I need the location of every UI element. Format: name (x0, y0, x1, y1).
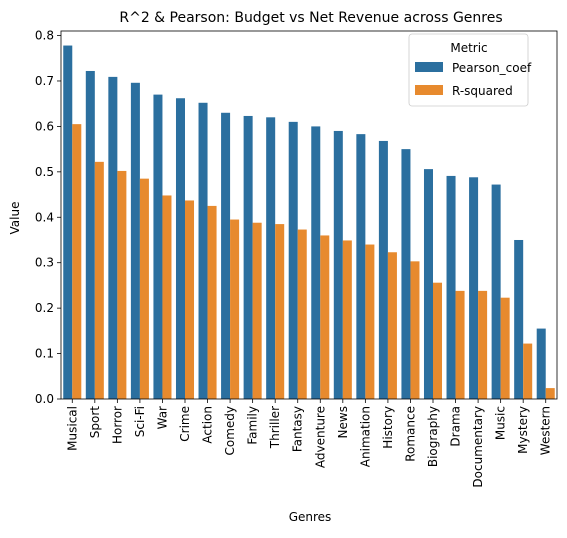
x-tick-label: War (155, 406, 169, 429)
bar-pearson-coef-crime (175, 98, 185, 400)
bar-r-squared-news (342, 240, 352, 399)
x-tick-label: Sci-Fi (133, 406, 147, 437)
x-tick-label: Comedy (223, 406, 237, 456)
y-tick-label: 0.5 (35, 165, 54, 179)
bar-r-squared-musical (72, 124, 82, 399)
bar-pearson-coef-biography (423, 169, 433, 399)
bar-pearson-coef-history (378, 140, 388, 399)
x-tick-label: Biography (426, 406, 440, 467)
x-tick-label: Thriller (268, 406, 282, 449)
bar-pearson-coef-news (333, 130, 343, 399)
bar-pearson-coef-adventure (311, 126, 321, 399)
x-tick-label: Music (494, 406, 508, 440)
bar-r-squared-family (252, 222, 262, 399)
bar-r-squared-adventure (320, 235, 330, 399)
bar-pearson-coef-documentary (469, 177, 479, 399)
x-axis: Musical Sport Horror Sci-Fi War Crime Action Co… (65, 399, 553, 488)
bar-r-squared-crime (185, 200, 195, 399)
y-axis-title: Value (8, 202, 22, 235)
bar-pearson-coef-war (153, 94, 163, 400)
bar-r-squared-biography (433, 282, 443, 399)
x-axis-title: Genres (289, 510, 332, 524)
bar-pearson-coef-musical (63, 45, 73, 400)
x-tick-label: Animation (358, 406, 372, 467)
bar-r-squared-history (387, 252, 397, 399)
bar-pearson-coef-family (243, 115, 253, 400)
bar-r-squared-action (207, 205, 217, 399)
x-tick-label: Horror (110, 406, 124, 444)
x-tick-label: Drama (449, 406, 463, 447)
x-tick-label: History (381, 406, 395, 449)
chart-title: R^2 & Pearson: Budget vs Net Revenue acr… (119, 10, 502, 26)
bar-r-squared-sci-fi (139, 178, 149, 399)
legend-swatch-rsquared (415, 85, 443, 95)
bar-pearson-coef-action (198, 102, 208, 399)
bar-pearson-coef-music (491, 184, 501, 399)
legend-label-rsquared: R-squared (452, 84, 513, 98)
bar-r-squared-drama (455, 290, 465, 399)
y-tick-label: 0.2 (35, 301, 54, 315)
x-tick-label: Action (201, 406, 215, 444)
legend-label-pearson: Pearson_coef (452, 61, 532, 75)
x-tick-label: Family (246, 406, 260, 445)
bar-pearson-coef-sci-fi (130, 82, 140, 399)
bar-r-squared-thriller (275, 224, 285, 399)
bar-pearson-coef-comedy (221, 112, 231, 400)
x-tick-label: Western (539, 406, 553, 455)
bars-layer (63, 45, 555, 400)
bar-r-squared-romance (410, 261, 420, 399)
y-tick-label: 0.7 (35, 74, 54, 88)
y-tick-label: 0.8 (35, 29, 54, 43)
x-tick-label: News (336, 406, 350, 438)
x-tick-label: Fantasy (291, 406, 305, 452)
bar-pearson-coef-romance (401, 149, 411, 399)
y-axis: 0.0 0.1 0.2 0.3 0.4 0.5 0.6 0.7 0.8 (35, 29, 61, 406)
bar-pearson-coef-horror (108, 76, 118, 400)
bar-r-squared-documentary (478, 290, 488, 399)
bar-r-squared-war (162, 195, 172, 399)
x-tick-label: Musical (65, 406, 79, 451)
x-tick-label: Mystery (516, 406, 530, 454)
plot-frame (60, 30, 558, 400)
bar-pearson-coef-sport (85, 70, 95, 399)
bar-r-squared-mystery (523, 343, 533, 399)
x-tick-label: Documentary (471, 406, 485, 488)
bar-r-squared-fantasy (297, 229, 307, 399)
y-tick-label: 0.0 (35, 392, 54, 406)
x-tick-label: Sport (88, 406, 102, 439)
bar-r-squared-sport (94, 161, 104, 399)
legend-swatch-pearson (415, 62, 443, 72)
bar-r-squared-comedy (230, 219, 240, 399)
bar-pearson-coef-western (536, 328, 546, 399)
y-tick-label: 0.3 (35, 256, 54, 270)
x-tick-label: Romance (403, 406, 417, 462)
bar-pearson-coef-animation (356, 134, 366, 399)
y-tick-label: 0.4 (35, 210, 54, 224)
bar-pearson-coef-mystery (514, 239, 524, 399)
bar-r-squared-animation (365, 244, 375, 399)
bar-pearson-coef-drama (446, 175, 456, 399)
legend-title: Metric (450, 41, 487, 55)
legend: Metric Pearson_coef R-squared (408, 33, 532, 107)
y-tick-label: 0.6 (35, 119, 54, 133)
bar-r-squared-western (545, 388, 555, 399)
x-tick-label: Crime (178, 406, 192, 442)
x-tick-label: Adventure (313, 406, 327, 468)
bar-pearson-coef-thriller (266, 117, 276, 399)
bar-r-squared-music (500, 297, 510, 399)
bar-pearson-coef-fantasy (288, 121, 298, 399)
bar-r-squared-horror (117, 170, 127, 399)
y-tick-label: 0.1 (35, 347, 54, 361)
